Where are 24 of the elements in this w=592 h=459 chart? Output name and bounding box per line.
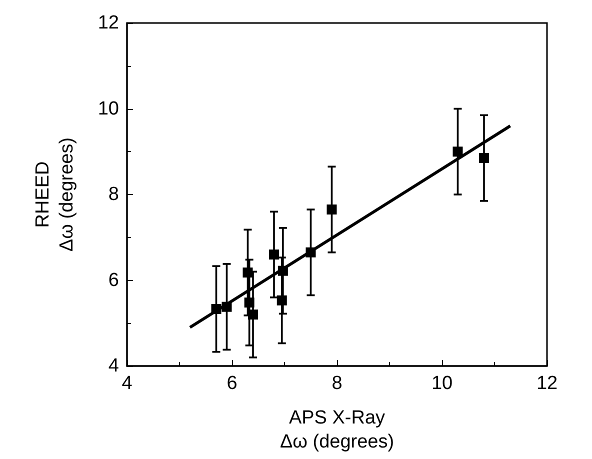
y-tick-label: 12 [98,12,119,34]
point [248,310,258,320]
x-tick-label: 10 [431,373,453,394]
point [269,250,279,260]
point [276,295,287,306]
x-tick-label: 12 [536,373,558,394]
point [479,153,489,164]
y-tick-label: 10 [98,98,119,120]
point [211,304,222,314]
x-tick-label: 8 [332,373,342,394]
y-axis-title: RHEED Δω (degrees) [32,137,78,252]
y-tick-label: 6 [108,270,119,291]
point [222,302,232,312]
point [306,247,316,258]
point [242,268,253,278]
x-tick-label: 4 [122,373,133,394]
y-tick-label: 8 [108,184,119,205]
x-axis-title: APS X-Ray Δω (degrees) [280,408,394,452]
point [326,204,337,215]
y-tick-label: 4 [108,356,120,376]
x-tick-label: 6 [226,373,238,394]
point [452,146,463,157]
point [278,266,288,276]
point [244,298,254,308]
